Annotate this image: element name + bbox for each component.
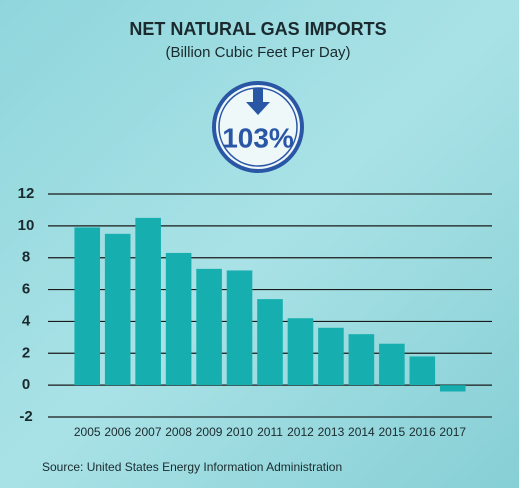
y-tick-label: 0 xyxy=(22,376,30,393)
x-tick-label: 2014 xyxy=(348,425,375,439)
bar xyxy=(348,334,375,386)
y-tick-label: 12 xyxy=(18,185,35,202)
source-note: Source: United States Energy Information… xyxy=(42,460,342,474)
x-tick-label: 2008 xyxy=(165,425,192,439)
chart-title: NET NATURAL GAS IMPORTS xyxy=(129,19,386,39)
chart-subtitle: (Billion Cubic Feet Per Day) xyxy=(165,44,350,61)
y-tick-label: -2 xyxy=(19,408,32,425)
y-tick-label: 6 xyxy=(22,281,30,298)
bar xyxy=(379,343,405,386)
x-tick-label: 2006 xyxy=(104,425,131,439)
y-tick-label: 8 xyxy=(22,249,30,266)
bar xyxy=(74,227,101,386)
x-tick-label: 2015 xyxy=(378,425,405,439)
bar xyxy=(165,252,192,386)
x-tick-label: 2013 xyxy=(318,425,345,439)
x-tick-label: 2012 xyxy=(287,425,314,439)
bar xyxy=(409,356,436,386)
x-tick-label: 2007 xyxy=(135,425,162,439)
x-tick-label: 2005 xyxy=(74,425,101,439)
bar xyxy=(226,270,253,386)
badge-inner xyxy=(216,85,300,169)
down-arrow xyxy=(246,88,270,115)
y-tick-label: 10 xyxy=(18,217,35,234)
badge: 103% xyxy=(212,81,304,173)
x-tick-label: 2016 xyxy=(409,425,436,439)
bar xyxy=(287,318,314,386)
bar xyxy=(318,327,344,386)
x-tick-label: 2010 xyxy=(226,425,253,439)
y-tick-label: 2 xyxy=(22,344,30,361)
badge-value: 103% xyxy=(222,122,294,153)
bar xyxy=(196,268,222,386)
x-tick-label: 2011 xyxy=(257,425,283,439)
x-tick-label: 2017 xyxy=(439,425,466,439)
bar xyxy=(439,385,466,392)
y-tick-label: 4 xyxy=(22,312,31,329)
bar xyxy=(135,217,161,386)
bar xyxy=(257,299,283,386)
x-tick-label: 2009 xyxy=(196,425,223,439)
bar xyxy=(104,233,131,386)
